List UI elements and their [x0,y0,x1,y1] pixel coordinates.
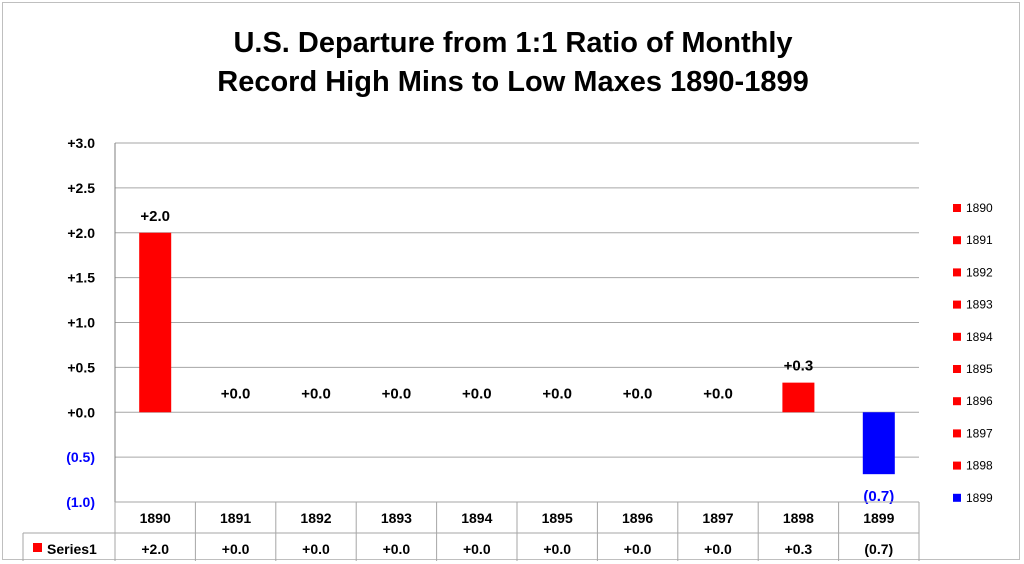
y-tick-label: (1.0) [66,494,95,510]
legend-marker-1893 [953,300,961,309]
legend-marker-1890 [953,204,961,212]
data-label-1892: +0.0 [301,385,331,402]
legend-marker-1894 [953,332,961,341]
y-axis-tick-labels: +3.0 +2.5 +2.0 +1.5 +1.0 +0.5 +0.0 (0.5) (1.0) [66,135,95,510]
data-label-1896: +0.0 [623,385,653,402]
chart-title-line-1: U.S. Departure from 1:1 Ratio of Monthly [233,27,792,59]
table-value: +0.0 [624,541,652,557]
legend-label-1896: 1896 [966,394,993,408]
legend-marker-1896 [953,397,961,406]
legend-label-1893: 1893 [966,298,993,312]
data-label-1890: +2.0 [140,208,170,225]
data-label-1898: +0.3 [784,358,814,375]
y-tick-label: +1.0 [67,315,95,331]
legend-label-1892: 1892 [966,265,993,279]
table-value: +0.0 [222,541,250,557]
table-value: (0.7) [864,541,893,557]
y-tick-label: +2.5 [67,180,95,196]
table-value: +0.0 [704,541,732,557]
category-label: 1895 [542,510,573,526]
y-tick-label: (0.5) [66,449,95,465]
legend: 1890 1891 1892 1893 1894 1895 1896 1897 1898 1899 [953,201,993,505]
category-label: 1897 [702,510,733,526]
table-value: +2.0 [141,541,169,557]
legend-marker-1895 [953,365,961,373]
gridlines [114,142,919,503]
category-label: 1896 [622,510,653,526]
bar-1890 [139,232,172,413]
data-label-1899: (0.7) [863,488,894,505]
legend-label-1898: 1898 [966,459,993,473]
legend-label-1895: 1895 [966,362,993,376]
table-value: +0.0 [543,541,571,557]
chart: U.S. Departure from 1:1 Ratio of Monthly… [22,27,993,561]
category-label: 1894 [461,510,492,526]
category-label: 1899 [863,510,894,526]
legend-marker-1899 [953,493,961,502]
table-series-key [33,543,42,552]
table-row-label: Series1 [47,541,97,557]
data-labels: +2.0 +0.0 +0.0 +0.0 +0.0 +0.0 +0.0 +0.0 +0.3 (0.7… [140,208,894,505]
legend-label-1899: 1899 [966,491,993,505]
table-value: +0.0 [383,541,411,557]
legend-label-1890: 1890 [966,201,993,215]
chart-title-line-2: Record High Mins to Low Maxes 1890-1899 [217,66,808,98]
data-table: 1890 +2.0 1891 +0.0 1892 +0.0 1893 +0.0 1894 +0.0… [22,501,920,561]
y-tick-label: +0.0 [67,404,95,420]
legend-label-1894: 1894 [966,330,993,344]
legend-label-1891: 1891 [966,233,993,247]
bar-1899 [862,412,895,475]
table-value: +0.0 [463,541,491,557]
category-label: 1893 [381,510,412,526]
category-label: 1892 [300,510,331,526]
bars [139,232,895,475]
category-label: 1890 [140,510,171,526]
data-label-1893: +0.0 [382,385,412,402]
data-label-1891: +0.0 [221,385,251,402]
data-label-1895: +0.0 [542,385,572,402]
data-label-1894: +0.0 [462,385,492,402]
legend-marker-1892 [953,268,961,277]
data-label-1897: +0.0 [703,385,733,402]
table-value: +0.3 [785,541,813,557]
legend-label-1897: 1897 [966,426,993,440]
y-tick-label: +3.0 [67,135,95,151]
category-label: 1898 [783,510,814,526]
table-value: +0.0 [302,541,330,557]
y-tick-label: +1.5 [67,270,95,286]
legend-marker-1891 [953,236,961,245]
y-tick-label: +2.0 [67,225,95,241]
legend-marker-1897 [953,429,961,438]
legend-marker-1898 [953,461,961,470]
y-tick-label: +0.5 [67,359,95,375]
bar-1898 [782,382,815,413]
category-label: 1891 [220,510,251,526]
